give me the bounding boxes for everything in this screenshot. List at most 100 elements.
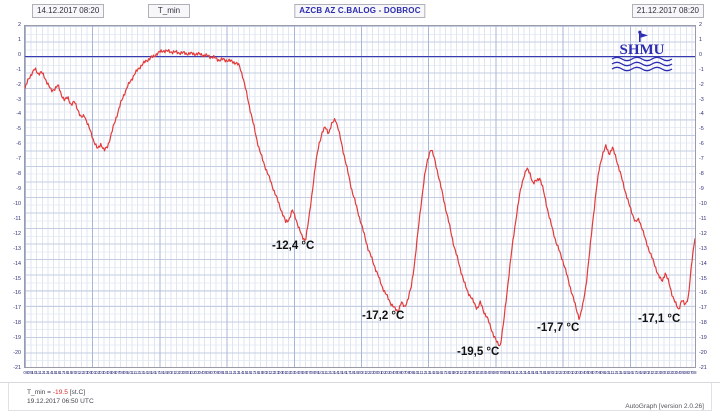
x-tick-label: 04 xyxy=(293,370,299,375)
temperature-annotation: -12,4 °C xyxy=(272,240,315,252)
x-tick-label: 05 xyxy=(679,370,685,375)
x-tick-label: 00 xyxy=(373,370,379,375)
y-tick-label: 0 xyxy=(699,51,702,58)
end-date-label: 21.12.2017 08:20 xyxy=(631,4,704,18)
plot-area xyxy=(24,25,696,368)
y-tick-label: -10 xyxy=(699,200,707,207)
x-tick-label: 03 xyxy=(289,370,295,375)
x-tick-label: 08 xyxy=(596,370,602,375)
x-tick-label: 08 xyxy=(405,370,411,375)
x-tick-label: 10 xyxy=(508,370,514,375)
footer-rule-right xyxy=(711,383,712,411)
x-tick-label: 12 xyxy=(325,370,331,375)
x-tick-label: 13 xyxy=(234,370,240,375)
x-tick-label: 10 xyxy=(31,370,37,375)
x-tick-label: 05 xyxy=(202,370,208,375)
x-tick-label: 06 xyxy=(683,370,689,375)
x-tick-label: 04 xyxy=(580,370,586,375)
x-tick-label: 08 xyxy=(500,370,506,375)
shmu-logo: SHMU xyxy=(604,30,680,74)
x-tick-label: 12 xyxy=(39,370,45,375)
x-tick-label: 19 xyxy=(258,370,264,375)
x-tick-label: 14 xyxy=(524,370,530,375)
x-tick-label: 08 xyxy=(691,370,697,375)
x-tick-label: 02 xyxy=(190,370,196,375)
x-tick-label: 22 xyxy=(556,370,562,375)
x-tick-label: 11 xyxy=(226,370,232,375)
x-tick-label: 14 xyxy=(429,370,435,375)
temperature-annotation: -17,2 °C xyxy=(362,310,405,322)
x-tick-label: 19 xyxy=(448,370,455,375)
x-tick-label: 01 xyxy=(377,370,383,375)
y-tick-label: -9 xyxy=(16,186,21,193)
x-tick-label: 04 xyxy=(198,370,204,375)
x-tick-label: 22 xyxy=(79,370,85,375)
x-tick-label: 17 xyxy=(250,370,256,375)
x-tick-label: 13 xyxy=(615,370,622,375)
y-tick-label: -21 xyxy=(699,365,707,371)
x-tick-label: 19 xyxy=(353,370,359,375)
chart-header: 14.12.2017 08:20 T_min AZCB AZ C.BALOG -… xyxy=(0,0,720,22)
x-tick-label: 03 xyxy=(98,370,105,375)
y-tick-label: -18 xyxy=(13,320,21,327)
x-tick-label: 06 xyxy=(588,370,594,375)
x-tick-label: 19 xyxy=(544,370,550,375)
x-tick-label: 17 xyxy=(59,370,65,375)
y-tick-label: -16 xyxy=(699,290,707,297)
x-tick-label: 00 xyxy=(564,370,570,375)
x-tick-label: 18 xyxy=(158,370,164,375)
x-tick-label: 21 xyxy=(75,370,81,375)
x-tick-label: 21 xyxy=(265,370,272,375)
footer-min-unit: [st.C] xyxy=(67,389,86,396)
x-tick-label: 01 xyxy=(663,370,669,375)
x-tick-label: 02 xyxy=(572,370,578,375)
x-tick-label: 19 xyxy=(67,370,73,375)
x-tick-label: 20 xyxy=(643,370,649,375)
x-tick-label: 01 xyxy=(91,370,97,375)
y-tick-label: -4 xyxy=(699,111,704,118)
y-tick-label: -14 xyxy=(699,260,707,267)
y-tick-label: 1 xyxy=(18,36,21,43)
footer-min-value: -19.5 xyxy=(52,389,68,396)
x-tick-label: 02 xyxy=(381,370,387,375)
x-tick-label: 18 xyxy=(444,370,451,375)
x-tick-label: 14 xyxy=(142,370,148,375)
y-tick-label: -6 xyxy=(699,141,704,148)
x-tick-label: 22 xyxy=(174,370,180,375)
y-tick-label: -7 xyxy=(16,156,21,163)
x-tick-label: 17 xyxy=(440,370,447,375)
x-tick-label: 09 xyxy=(504,370,510,375)
x-tick-label: 05 xyxy=(297,370,303,375)
x-tick-label: 21 xyxy=(552,370,558,375)
x-tick-label: 16 xyxy=(55,370,61,375)
y-tick-label: -5 xyxy=(16,126,21,133)
y-tick-label: -1 xyxy=(16,66,21,73)
x-tick-label: 18 xyxy=(254,370,260,375)
x-tick-label: 08 xyxy=(23,370,29,375)
x-tick-label: 02 xyxy=(285,370,291,375)
x-tick-label: 11 xyxy=(321,370,327,375)
y-tick-label: 1 xyxy=(699,36,702,43)
x-tick-label: 09 xyxy=(218,370,224,375)
y-tick-label: 2 xyxy=(699,22,702,28)
y-tick-label: -8 xyxy=(16,171,21,178)
x-tick-label: 18 xyxy=(63,370,69,375)
x-tick-label: 20 xyxy=(548,370,554,375)
x-tick-label: 14 xyxy=(238,370,244,375)
x-tick-label: 03 xyxy=(385,370,391,375)
x-tick-label: 03 xyxy=(576,370,582,375)
x-tick-label: 13 xyxy=(43,370,49,375)
x-tick-label: 17 xyxy=(154,370,160,375)
y-tick-label: -14 xyxy=(13,260,21,267)
x-tick-label: 13 xyxy=(425,370,431,375)
y-tick-label: -13 xyxy=(13,245,21,252)
x-tick-label: 15 xyxy=(623,370,629,375)
x-tick-label: 06 xyxy=(206,370,212,375)
x-tick-label: 12 xyxy=(134,370,140,375)
x-tick-label: 16 xyxy=(436,370,443,375)
x-tick-label: 08 xyxy=(309,370,315,375)
x-tick-label: 10 xyxy=(222,370,228,375)
x-tick-label: 04 xyxy=(102,370,109,375)
y-tick-label: -7 xyxy=(699,156,704,163)
zero-reference-line xyxy=(25,55,695,57)
